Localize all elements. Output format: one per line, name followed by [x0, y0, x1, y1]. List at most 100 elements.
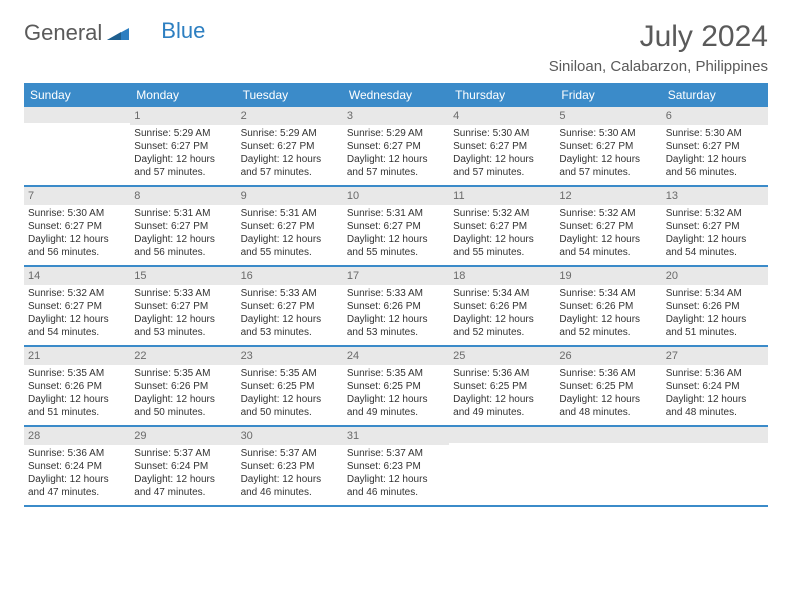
sunset-text: Sunset: 6:27 PM — [453, 220, 551, 233]
weeks-container: 1Sunrise: 5:29 AMSunset: 6:27 PMDaylight… — [24, 107, 768, 507]
sunset-text: Sunset: 6:23 PM — [241, 460, 339, 473]
sunset-text: Sunset: 6:27 PM — [241, 300, 339, 313]
day-number — [662, 427, 768, 443]
daylight-text: Daylight: 12 hours and 55 minutes. — [453, 233, 551, 259]
daylight-text: Daylight: 12 hours and 51 minutes. — [666, 313, 764, 339]
daylight-text: Daylight: 12 hours and 54 minutes. — [559, 233, 657, 259]
day-cell: 8Sunrise: 5:31 AMSunset: 6:27 PMDaylight… — [130, 187, 236, 265]
day-cell — [555, 427, 661, 505]
day-cell: 23Sunrise: 5:35 AMSunset: 6:25 PMDayligh… — [237, 347, 343, 425]
daylight-text: Daylight: 12 hours and 50 minutes. — [241, 393, 339, 419]
daylight-text: Daylight: 12 hours and 56 minutes. — [666, 153, 764, 179]
day-cell: 28Sunrise: 5:36 AMSunset: 6:24 PMDayligh… — [24, 427, 130, 505]
sunrise-text: Sunrise: 5:34 AM — [559, 287, 657, 300]
day-body: Sunrise: 5:30 AMSunset: 6:27 PMDaylight:… — [555, 125, 661, 183]
day-cell: 16Sunrise: 5:33 AMSunset: 6:27 PMDayligh… — [237, 267, 343, 345]
sunrise-text: Sunrise: 5:33 AM — [241, 287, 339, 300]
sunrise-text: Sunrise: 5:34 AM — [666, 287, 764, 300]
day-cell: 1Sunrise: 5:29 AMSunset: 6:27 PMDaylight… — [130, 107, 236, 185]
day-cell: 6Sunrise: 5:30 AMSunset: 6:27 PMDaylight… — [662, 107, 768, 185]
daylight-text: Daylight: 12 hours and 50 minutes. — [134, 393, 232, 419]
day-cell: 25Sunrise: 5:36 AMSunset: 6:25 PMDayligh… — [449, 347, 555, 425]
day-body: Sunrise: 5:33 AMSunset: 6:27 PMDaylight:… — [130, 285, 236, 343]
day-number: 27 — [662, 347, 768, 365]
sunrise-text: Sunrise: 5:36 AM — [28, 447, 126, 460]
sunrise-text: Sunrise: 5:29 AM — [241, 127, 339, 140]
day-body: Sunrise: 5:31 AMSunset: 6:27 PMDaylight:… — [343, 205, 449, 263]
daylight-text: Daylight: 12 hours and 57 minutes. — [559, 153, 657, 179]
day-body: Sunrise: 5:29 AMSunset: 6:27 PMDaylight:… — [343, 125, 449, 183]
sunrise-text: Sunrise: 5:30 AM — [666, 127, 764, 140]
day-number: 28 — [24, 427, 130, 445]
sunrise-text: Sunrise: 5:31 AM — [134, 207, 232, 220]
sunrise-text: Sunrise: 5:31 AM — [347, 207, 445, 220]
day-number: 5 — [555, 107, 661, 125]
sunset-text: Sunset: 6:27 PM — [347, 220, 445, 233]
sunrise-text: Sunrise: 5:36 AM — [453, 367, 551, 380]
day-number: 2 — [237, 107, 343, 125]
day-header: Friday — [555, 83, 661, 107]
day-header: Monday — [130, 83, 236, 107]
day-number: 10 — [343, 187, 449, 205]
daylight-text: Daylight: 12 hours and 52 minutes. — [453, 313, 551, 339]
day-body: Sunrise: 5:37 AMSunset: 6:24 PMDaylight:… — [130, 445, 236, 503]
sunrise-text: Sunrise: 5:32 AM — [453, 207, 551, 220]
day-body — [662, 443, 768, 449]
day-body — [24, 123, 130, 129]
daylight-text: Daylight: 12 hours and 47 minutes. — [28, 473, 126, 499]
sunset-text: Sunset: 6:25 PM — [559, 380, 657, 393]
day-number: 20 — [662, 267, 768, 285]
day-cell: 14Sunrise: 5:32 AMSunset: 6:27 PMDayligh… — [24, 267, 130, 345]
daylight-text: Daylight: 12 hours and 49 minutes. — [347, 393, 445, 419]
sunset-text: Sunset: 6:27 PM — [666, 220, 764, 233]
week-row: 21Sunrise: 5:35 AMSunset: 6:26 PMDayligh… — [24, 347, 768, 427]
sunrise-text: Sunrise: 5:37 AM — [241, 447, 339, 460]
day-body: Sunrise: 5:34 AMSunset: 6:26 PMDaylight:… — [449, 285, 555, 343]
sunset-text: Sunset: 6:25 PM — [347, 380, 445, 393]
day-body: Sunrise: 5:32 AMSunset: 6:27 PMDaylight:… — [662, 205, 768, 263]
day-number: 24 — [343, 347, 449, 365]
day-cell: 19Sunrise: 5:34 AMSunset: 6:26 PMDayligh… — [555, 267, 661, 345]
sunrise-text: Sunrise: 5:30 AM — [559, 127, 657, 140]
day-body: Sunrise: 5:30 AMSunset: 6:27 PMDaylight:… — [662, 125, 768, 183]
day-number: 21 — [24, 347, 130, 365]
day-body — [449, 443, 555, 449]
day-cell: 24Sunrise: 5:35 AMSunset: 6:25 PMDayligh… — [343, 347, 449, 425]
day-number: 30 — [237, 427, 343, 445]
day-body: Sunrise: 5:30 AMSunset: 6:27 PMDaylight:… — [24, 205, 130, 263]
day-header: Tuesday — [237, 83, 343, 107]
sunset-text: Sunset: 6:24 PM — [134, 460, 232, 473]
day-cell: 11Sunrise: 5:32 AMSunset: 6:27 PMDayligh… — [449, 187, 555, 265]
day-number — [449, 427, 555, 443]
sunset-text: Sunset: 6:27 PM — [347, 140, 445, 153]
sunset-text: Sunset: 6:26 PM — [453, 300, 551, 313]
day-cell: 21Sunrise: 5:35 AMSunset: 6:26 PMDayligh… — [24, 347, 130, 425]
daylight-text: Daylight: 12 hours and 54 minutes. — [666, 233, 764, 259]
day-body: Sunrise: 5:32 AMSunset: 6:27 PMDaylight:… — [449, 205, 555, 263]
week-row: 1Sunrise: 5:29 AMSunset: 6:27 PMDaylight… — [24, 107, 768, 187]
day-body: Sunrise: 5:31 AMSunset: 6:27 PMDaylight:… — [130, 205, 236, 263]
day-body: Sunrise: 5:35 AMSunset: 6:26 PMDaylight:… — [24, 365, 130, 423]
sunset-text: Sunset: 6:24 PM — [28, 460, 126, 473]
day-number: 6 — [662, 107, 768, 125]
sunrise-text: Sunrise: 5:33 AM — [134, 287, 232, 300]
day-cell: 9Sunrise: 5:31 AMSunset: 6:27 PMDaylight… — [237, 187, 343, 265]
day-body: Sunrise: 5:36 AMSunset: 6:24 PMDaylight:… — [24, 445, 130, 503]
sunrise-text: Sunrise: 5:35 AM — [134, 367, 232, 380]
day-number: 25 — [449, 347, 555, 365]
day-cell: 20Sunrise: 5:34 AMSunset: 6:26 PMDayligh… — [662, 267, 768, 345]
daylight-text: Daylight: 12 hours and 55 minutes. — [241, 233, 339, 259]
day-cell — [449, 427, 555, 505]
sunset-text: Sunset: 6:25 PM — [453, 380, 551, 393]
logo: General Blue — [24, 20, 205, 46]
day-cell: 26Sunrise: 5:36 AMSunset: 6:25 PMDayligh… — [555, 347, 661, 425]
sunrise-text: Sunrise: 5:32 AM — [28, 287, 126, 300]
sunrise-text: Sunrise: 5:35 AM — [28, 367, 126, 380]
sunset-text: Sunset: 6:26 PM — [28, 380, 126, 393]
day-body: Sunrise: 5:36 AMSunset: 6:24 PMDaylight:… — [662, 365, 768, 423]
sunrise-text: Sunrise: 5:29 AM — [134, 127, 232, 140]
sunset-text: Sunset: 6:26 PM — [347, 300, 445, 313]
daylight-text: Daylight: 12 hours and 53 minutes. — [347, 313, 445, 339]
sunset-text: Sunset: 6:26 PM — [134, 380, 232, 393]
day-header: Wednesday — [343, 83, 449, 107]
